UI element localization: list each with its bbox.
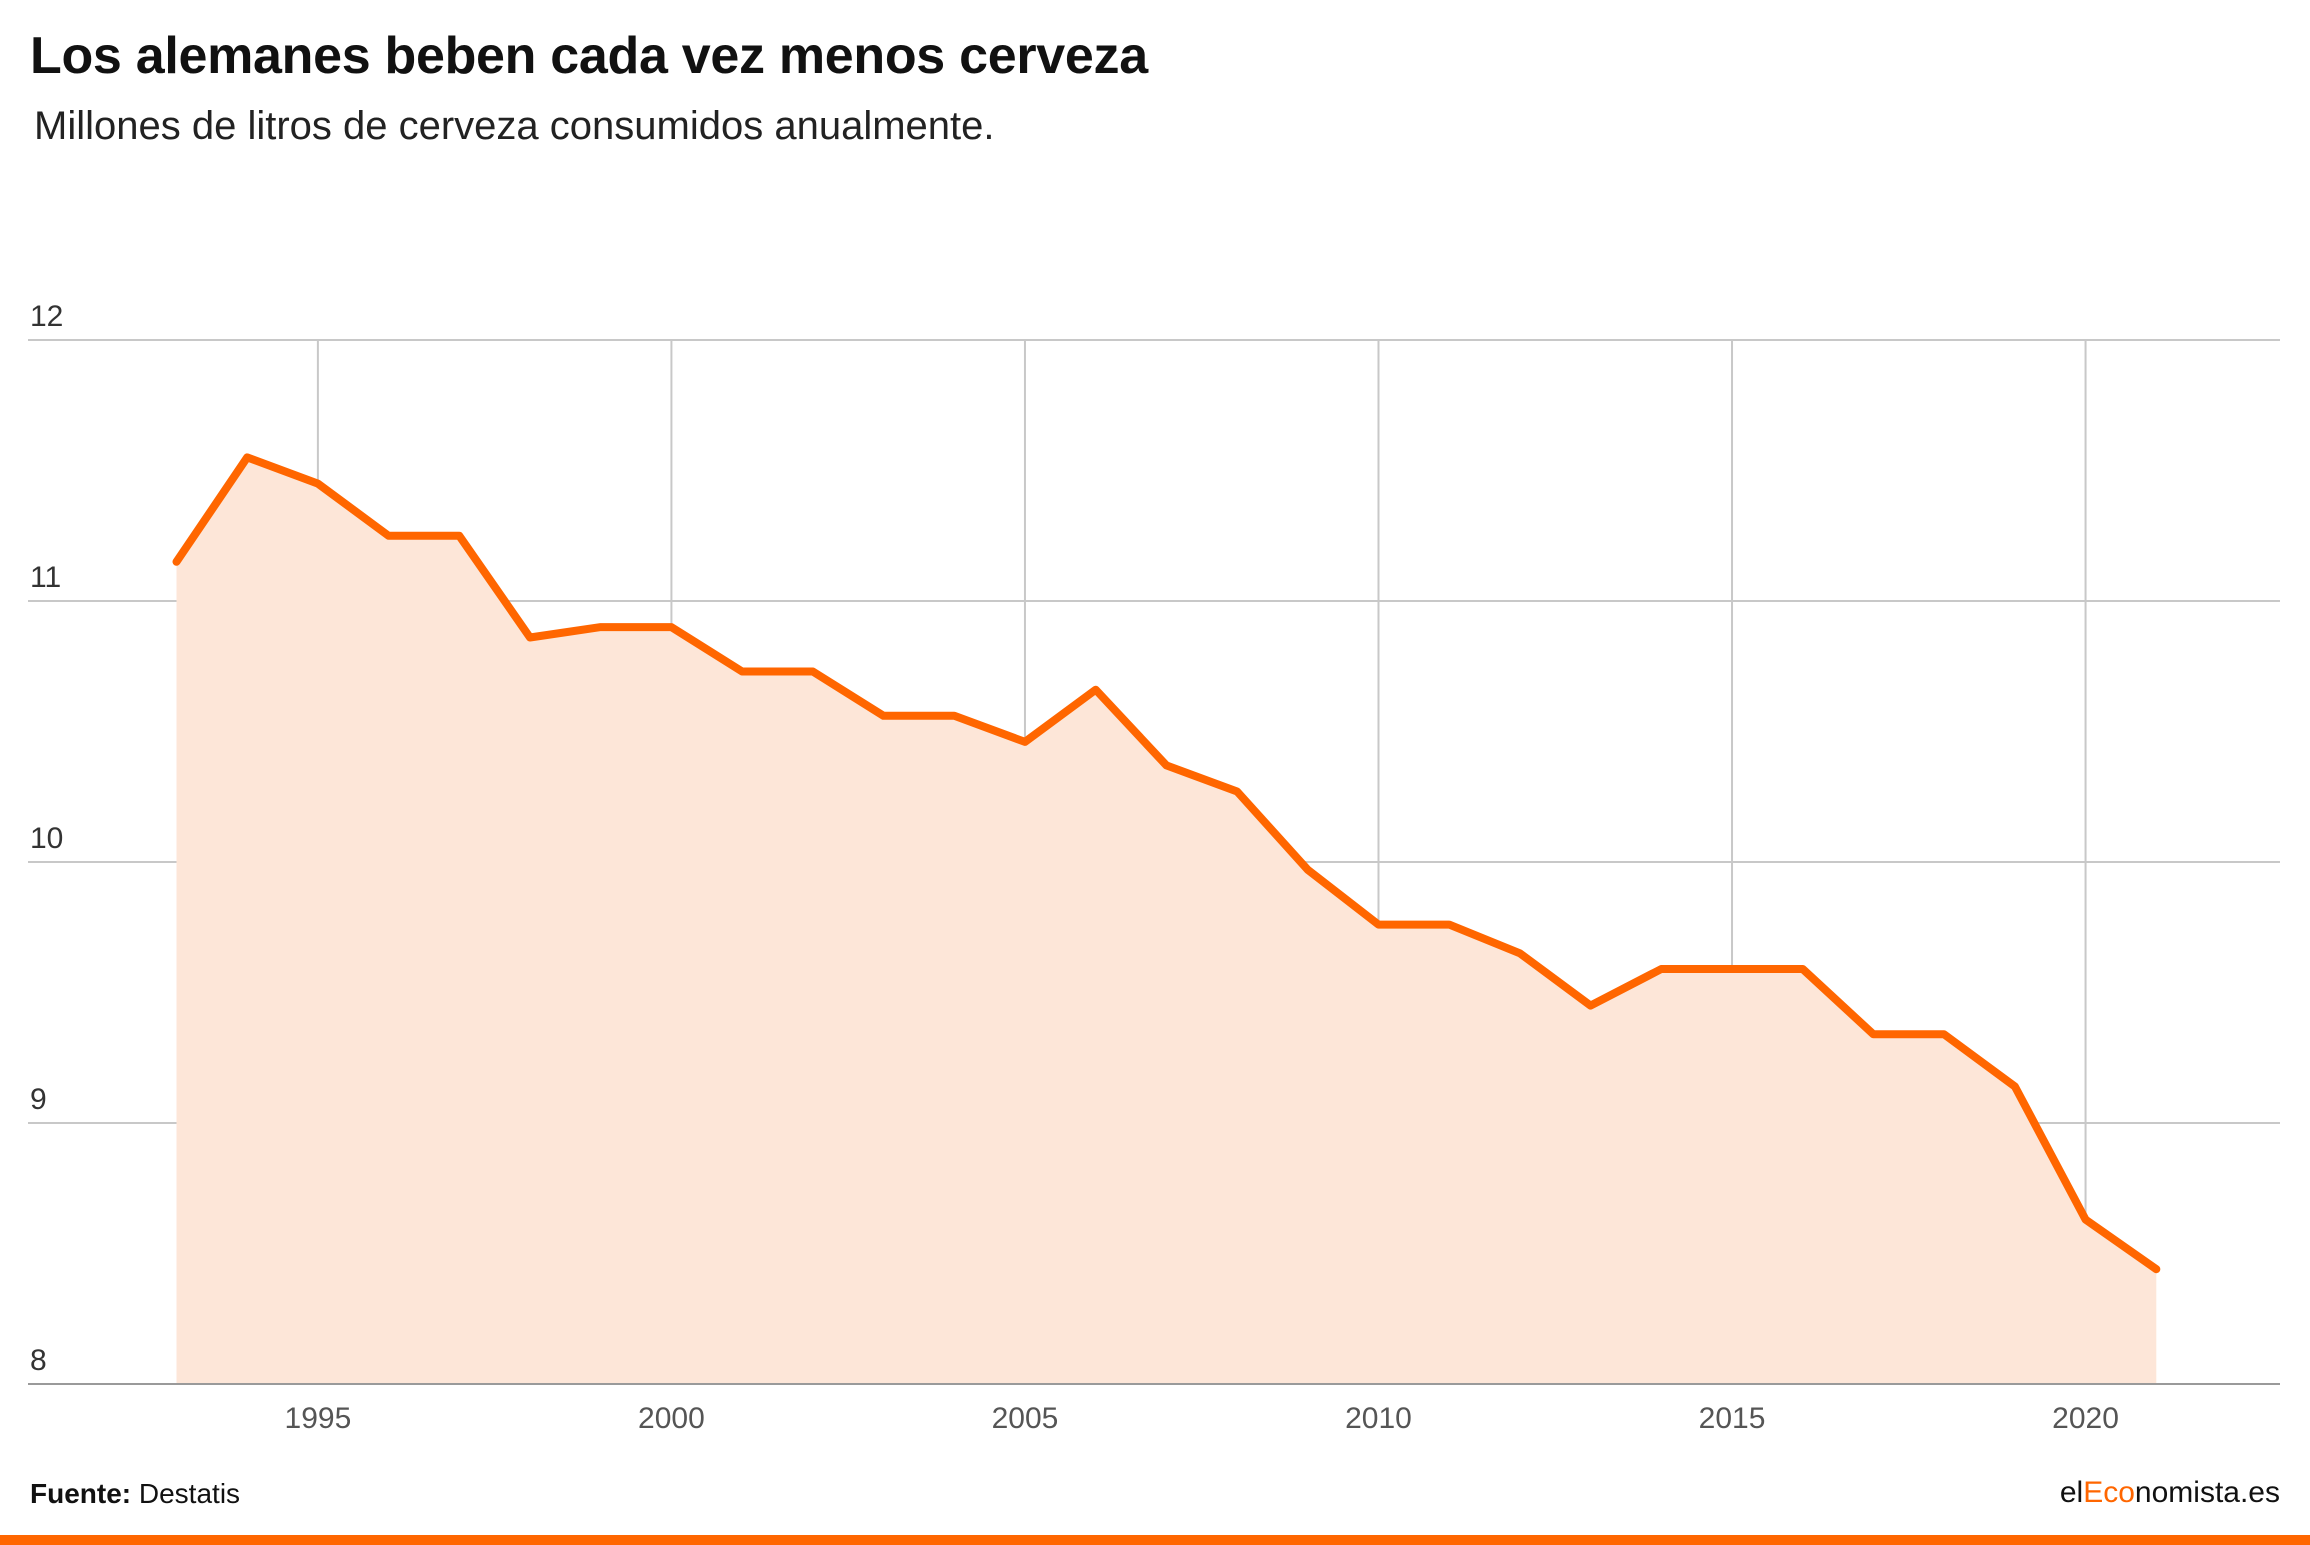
data-point-2015 (1728, 965, 1736, 973)
series-line-0 (172, 453, 2161, 1274)
line-layer (172, 453, 2161, 1274)
bottom-accent-rule (0, 1535, 2310, 1545)
source-note: Fuente: Destatis (30, 1478, 240, 1510)
area-layer (176, 457, 2157, 1384)
data-point-2007 (1162, 761, 1170, 769)
x-tick-label-2005: 2005 (992, 1402, 1059, 1435)
data-point-2006 (1092, 686, 1100, 694)
data-point-2014 (1657, 965, 1665, 973)
label-layer: 8 9 10 11 12 1995 2000 2005 2010 2015 2020 (30, 300, 2119, 1435)
data-point-1993 (173, 558, 181, 566)
x-tick-label-2015: 2015 (1699, 1402, 1766, 1435)
y-tick-label-8: 8 (30, 1344, 47, 1377)
data-point-2004 (950, 712, 958, 720)
chart-subtitle: Millones de litros de cerveza consumidos… (34, 104, 995, 148)
data-point-2008 (1233, 788, 1241, 796)
source-label: Fuente: (30, 1478, 132, 1509)
x-tick-label-2000: 2000 (638, 1402, 705, 1435)
x-tick-label-2010: 2010 (1345, 1402, 1412, 1435)
data-point-2019 (2011, 1083, 2019, 1091)
data-point-2018 (1940, 1030, 1948, 1038)
data-point-2002 (809, 668, 817, 676)
brand-logo[interactable]: elEconomista.es (2060, 1476, 2280, 1510)
data-point-1998 (526, 634, 534, 642)
data-point-1999 (597, 623, 605, 631)
data-point-1994 (243, 453, 251, 461)
data-point-2013 (1587, 1002, 1595, 1010)
data-point-2001 (738, 668, 746, 676)
data-point-2021 (2152, 1265, 2160, 1273)
x-tick-label-2020: 2020 (2052, 1402, 2119, 1435)
y-tick-label-12: 12 (30, 300, 63, 333)
data-point-2017 (1869, 1030, 1877, 1038)
data-point-1996 (385, 532, 393, 540)
y-tick-label-10: 10 (30, 822, 63, 855)
data-point-2020 (2082, 1216, 2090, 1224)
series-area-0 (176, 457, 2157, 1384)
data-point-2005 (1021, 738, 1029, 746)
chart-title: Los alemanes beben cada vez menos cervez… (30, 27, 1148, 85)
brand-suffix: nomista.es (2134, 1476, 2280, 1509)
data-point-2012 (1516, 949, 1524, 957)
data-point-1995 (314, 480, 322, 488)
data-point-2011 (1445, 921, 1453, 929)
brand-accent: Eco (2083, 1476, 2135, 1509)
y-tick-label-11: 11 (30, 561, 61, 594)
brand-prefix: el (2059, 1476, 2084, 1509)
x-tick-label-1995: 1995 (285, 1402, 352, 1435)
source-value: Destatis (138, 1478, 241, 1509)
data-point-1997 (455, 532, 463, 540)
y-tick-label-9: 9 (30, 1083, 47, 1116)
data-point-2000 (667, 623, 675, 631)
data-point-2016 (1799, 965, 1807, 973)
data-point-2003 (880, 712, 888, 720)
data-point-2010 (1375, 921, 1383, 929)
data-point-2009 (1304, 866, 1312, 874)
